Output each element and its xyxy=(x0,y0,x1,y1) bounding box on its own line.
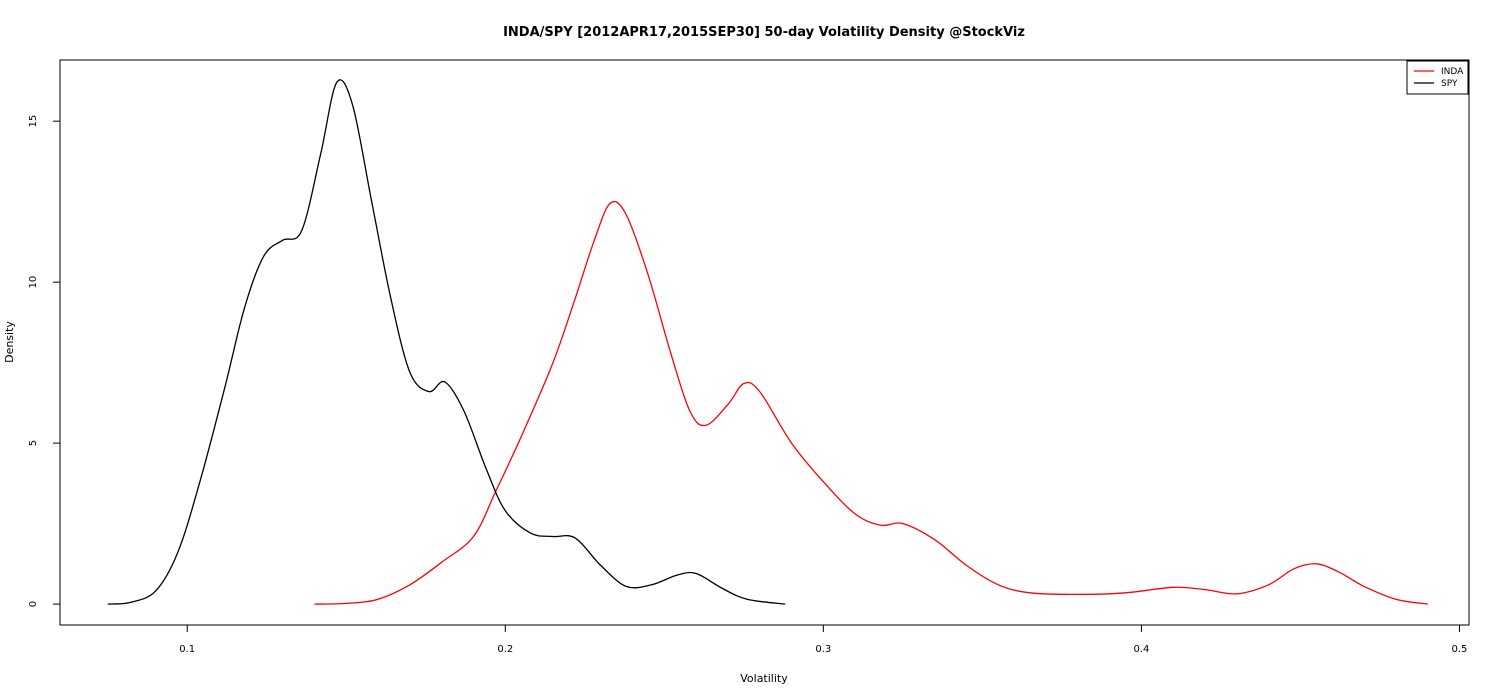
plot-frame xyxy=(59,59,1470,626)
chart-title: INDA/SPY [2012APR17,2015SEP30] 50-day Vo… xyxy=(503,25,1025,40)
x-axis: 0.1 0.2 0.3 0.4 0.5 xyxy=(179,624,1468,655)
legend-label-inda: INDA xyxy=(1441,67,1464,77)
x-tick-label: 0.5 xyxy=(1452,644,1468,655)
series-layer xyxy=(107,79,1428,605)
x-tick-label: 0.4 xyxy=(1133,644,1149,655)
legend: INDA SPY xyxy=(1406,60,1469,95)
legend-label-spy: SPY xyxy=(1441,79,1458,89)
y-axis: 0 5 10 15 xyxy=(28,115,61,607)
y-axis-label: Density xyxy=(3,321,16,363)
y-tick-label: 0 xyxy=(28,601,39,607)
x-tick-label: 0.3 xyxy=(815,644,831,655)
series-line-spy xyxy=(107,79,786,605)
y-tick-label: 10 xyxy=(28,276,39,289)
y-tick-label: 15 xyxy=(28,115,39,128)
y-tick-label: 5 xyxy=(28,440,39,446)
x-tick-label: 0.2 xyxy=(497,644,513,655)
x-axis-label: Volatility xyxy=(740,672,788,685)
series-line-inda xyxy=(314,200,1428,605)
legend-box xyxy=(1406,60,1469,95)
x-tick-label: 0.1 xyxy=(179,644,195,655)
